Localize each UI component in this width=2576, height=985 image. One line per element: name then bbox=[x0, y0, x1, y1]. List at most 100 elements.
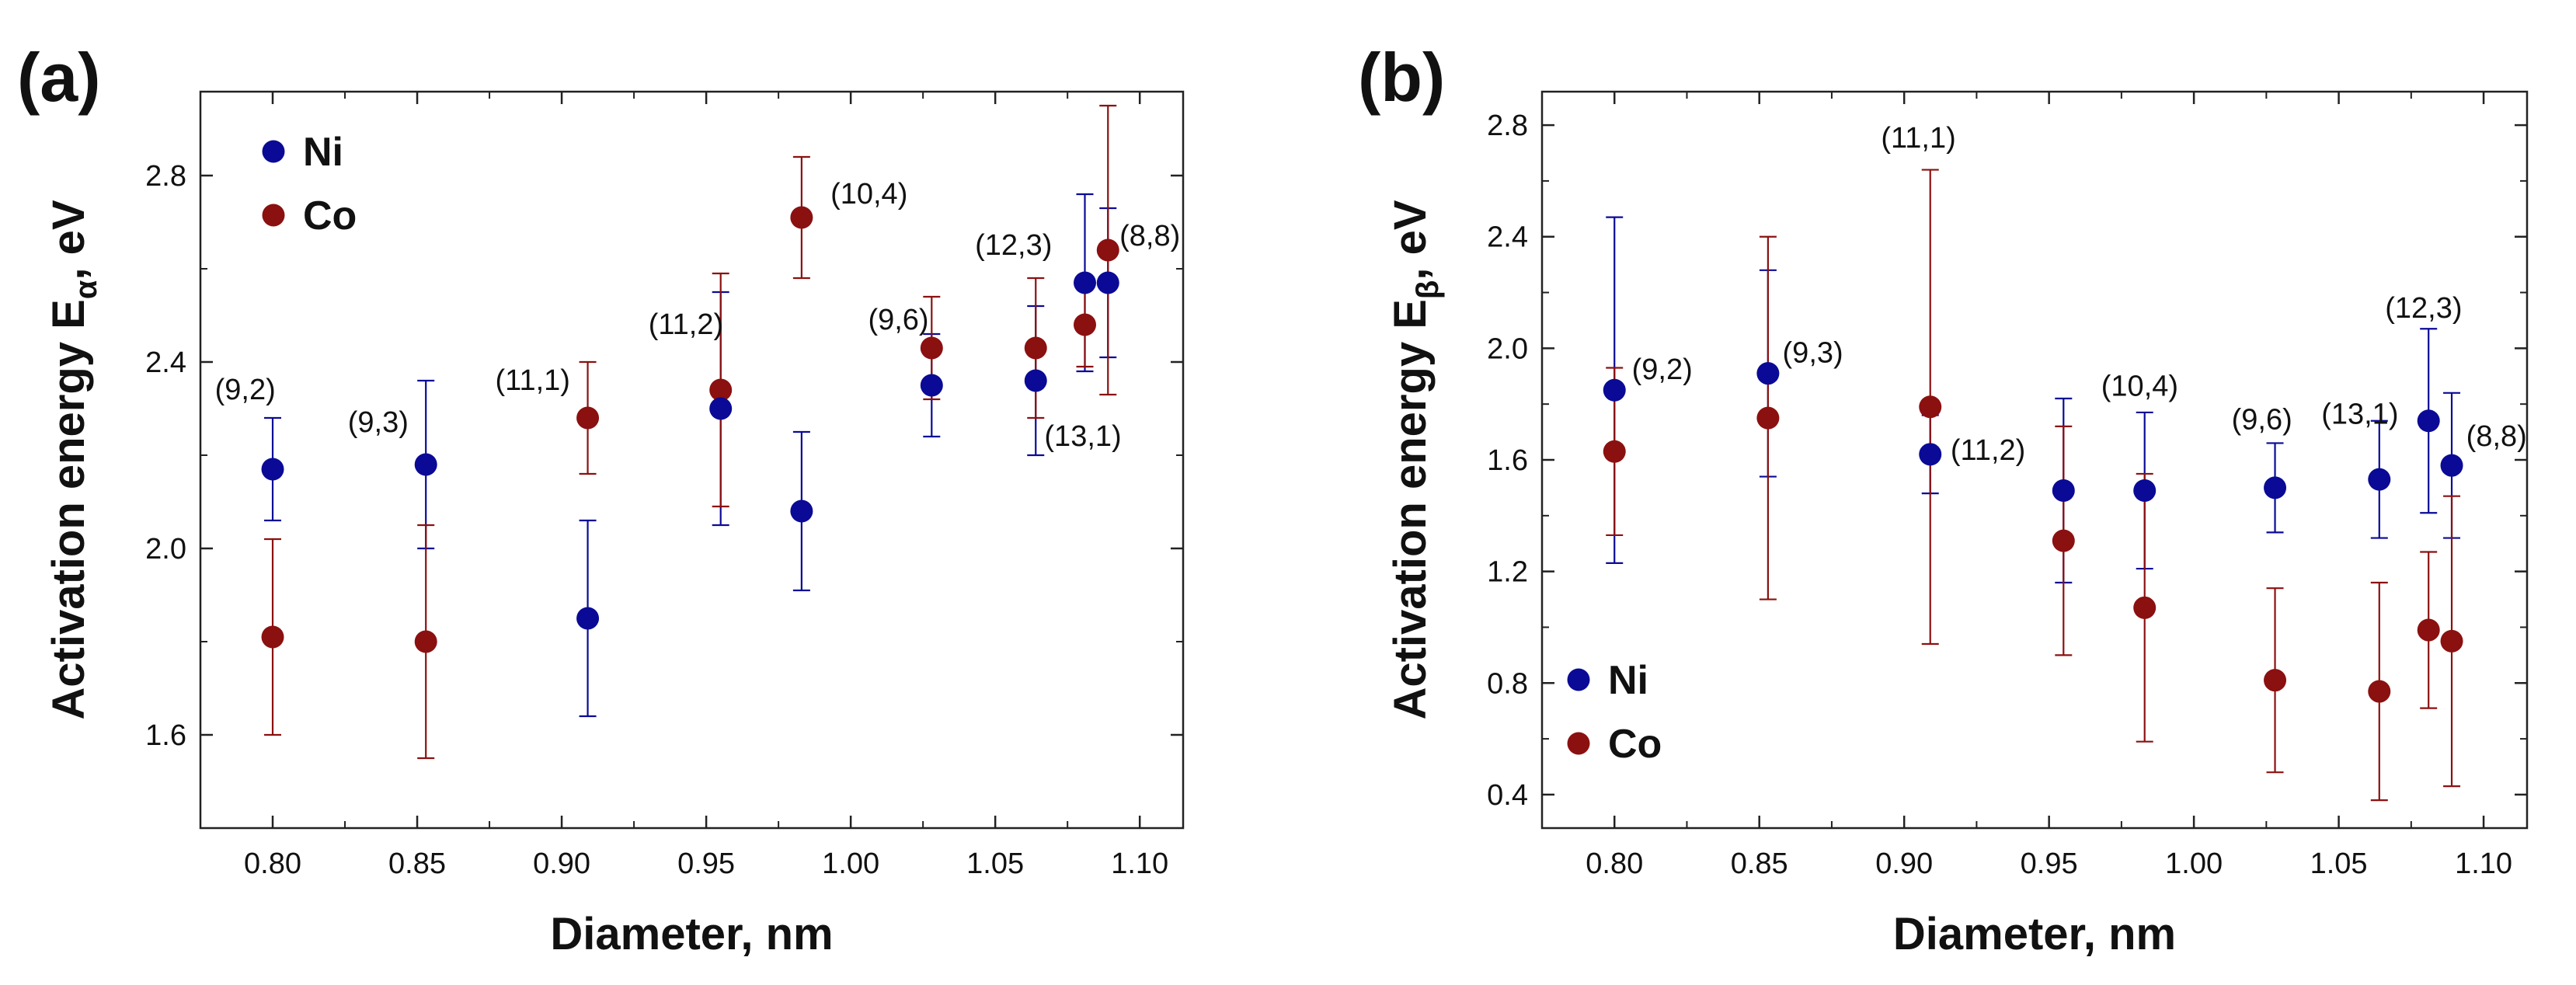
data-point-ni bbox=[1074, 271, 1096, 294]
x-tick-label: 0.85 bbox=[1731, 848, 1788, 880]
data-point-ni bbox=[2368, 468, 2391, 491]
y-tick-label: 0.8 bbox=[1487, 667, 1528, 700]
point-annotation: (13,1) bbox=[2321, 398, 2398, 430]
legend-marker-ni bbox=[262, 140, 285, 163]
y-tick-label: 2.4 bbox=[145, 346, 186, 379]
data-point-co bbox=[2368, 680, 2391, 703]
data-point-ni bbox=[576, 607, 600, 630]
data-point-co bbox=[2133, 596, 2157, 619]
x-tick-label: 1.05 bbox=[966, 848, 1024, 880]
data-point-ni bbox=[790, 499, 813, 523]
point-annotation: (11,1) bbox=[1881, 122, 1955, 155]
point-annotation: (12,3) bbox=[975, 229, 1052, 262]
x-tick-label: 1.05 bbox=[2310, 848, 2368, 880]
y-axis-title-subscript: α bbox=[69, 280, 103, 299]
legend-marker-co bbox=[262, 204, 285, 227]
y-tick-label: 0.4 bbox=[1487, 779, 1528, 812]
data-point-ni bbox=[1024, 369, 1047, 392]
legend-marker-ni bbox=[1567, 668, 1590, 691]
y-tick-label: 1.6 bbox=[1487, 444, 1528, 477]
data-point-co bbox=[1603, 440, 1626, 463]
point-annotation: (9,6) bbox=[2232, 404, 2292, 437]
data-point-ni bbox=[1603, 378, 1626, 402]
y-axis-title-subscript: β bbox=[1411, 280, 1445, 299]
y-tick-label: 2.0 bbox=[145, 533, 186, 566]
x-tick-label: 0.95 bbox=[677, 848, 735, 880]
data-point-ni bbox=[1756, 362, 1780, 385]
x-tick-label: 1.00 bbox=[822, 848, 879, 880]
y-axis-title-main: Activation energy E bbox=[1385, 299, 1436, 719]
point-annotation: (11,2) bbox=[649, 308, 723, 341]
data-point-co bbox=[790, 206, 813, 229]
data-point-co bbox=[261, 625, 284, 649]
y-axis-title: Activation energy Eα, eV bbox=[44, 200, 103, 720]
x-tick-label: 0.80 bbox=[244, 848, 301, 880]
data-point-ni bbox=[709, 397, 733, 420]
data-point-co bbox=[920, 336, 943, 360]
panel-a: (a) 0.80 0.85 0.90 0.95 1.00 1.05 1.10 1.6 2.0 2.4… bbox=[17, 39, 1185, 959]
point-annotation: (11,1) bbox=[496, 364, 570, 397]
point-annotation: (12,3) bbox=[2385, 292, 2462, 325]
legend-marker-co bbox=[1567, 732, 1590, 755]
point-annotation: (9,2) bbox=[1632, 353, 1693, 386]
x-tick-label: 0.85 bbox=[388, 848, 446, 880]
y-tick-label: 2.4 bbox=[1487, 221, 1528, 254]
data-point-co bbox=[1024, 336, 1047, 360]
data-point-ni bbox=[2440, 454, 2463, 477]
data-point-ni bbox=[920, 374, 943, 397]
data-point-co bbox=[576, 406, 600, 430]
y-axis-title-unit: , eV bbox=[44, 200, 94, 280]
series-ni bbox=[264, 193, 1117, 718]
panel-b: (b) 0.80 0.85 0.90 0.95 1.00 1.05 1.10 0.4 0.8 1.2… bbox=[1358, 39, 2529, 959]
data-point-co bbox=[2052, 529, 2075, 552]
y-tick-label: 2.0 bbox=[1487, 332, 1528, 365]
legend-label-co: Co bbox=[303, 193, 357, 238]
data-point-ni bbox=[1919, 443, 1942, 466]
point-annotation: (9,6) bbox=[868, 304, 928, 336]
data-point-co bbox=[1919, 395, 1942, 419]
data-point-co bbox=[2417, 618, 2440, 642]
y-tick-label: 1.2 bbox=[1487, 556, 1528, 589]
y-axis-title-main: Activation energy E bbox=[44, 299, 94, 719]
y-axis-title-unit: , eV bbox=[1385, 200, 1436, 280]
point-annotation: (11,2) bbox=[1951, 434, 2025, 467]
data-point-ni bbox=[261, 458, 284, 481]
y-tick-label: 2.8 bbox=[1487, 110, 1528, 142]
point-annotation: (9,3) bbox=[348, 406, 409, 439]
x-tick-label: 1.10 bbox=[1111, 848, 1168, 880]
legend-label-ni: Ni bbox=[1608, 658, 1648, 703]
y-tick-label: 1.6 bbox=[145, 719, 186, 752]
x-axis-title: Diameter, nm bbox=[1893, 909, 2176, 959]
data-point-co bbox=[1096, 238, 1119, 262]
y-axis-title: Activation energy Eβ, eV bbox=[1385, 200, 1445, 719]
plot-frame bbox=[199, 90, 1185, 830]
data-point-ni bbox=[2417, 409, 2440, 433]
data-point-co bbox=[1074, 313, 1096, 336]
data-point-ni bbox=[2264, 476, 2287, 499]
legend-label-co: Co bbox=[1608, 722, 1662, 767]
data-point-co bbox=[414, 630, 437, 653]
data-point-co bbox=[2440, 629, 2463, 653]
data-point-ni bbox=[1096, 271, 1119, 294]
panel-label: (a) bbox=[17, 39, 101, 116]
point-annotation: (9,2) bbox=[215, 374, 276, 406]
x-tick-label: 1.10 bbox=[2455, 848, 2512, 880]
data-point-ni bbox=[2052, 479, 2075, 502]
data-point-co bbox=[1756, 406, 1780, 430]
x-tick-label: 0.90 bbox=[1875, 848, 1933, 880]
y-tick-label: 2.8 bbox=[145, 160, 186, 193]
point-annotation: (8,8) bbox=[2466, 420, 2527, 453]
data-point-ni bbox=[414, 453, 437, 476]
point-annotation: (8,8) bbox=[1119, 220, 1180, 252]
data-point-ni bbox=[2133, 479, 2157, 502]
x-tick-label: 0.95 bbox=[2021, 848, 2078, 880]
point-annotation: (13,1) bbox=[1044, 420, 1121, 453]
x-tick-label: 0.90 bbox=[533, 848, 590, 880]
data-point-co bbox=[709, 378, 733, 402]
series-co bbox=[1606, 169, 2461, 802]
panel-label: (b) bbox=[1358, 39, 1445, 116]
data-point-co bbox=[2264, 669, 2287, 692]
x-tick-label: 1.00 bbox=[2165, 848, 2223, 880]
x-axis-title: Diameter, nm bbox=[550, 909, 833, 959]
